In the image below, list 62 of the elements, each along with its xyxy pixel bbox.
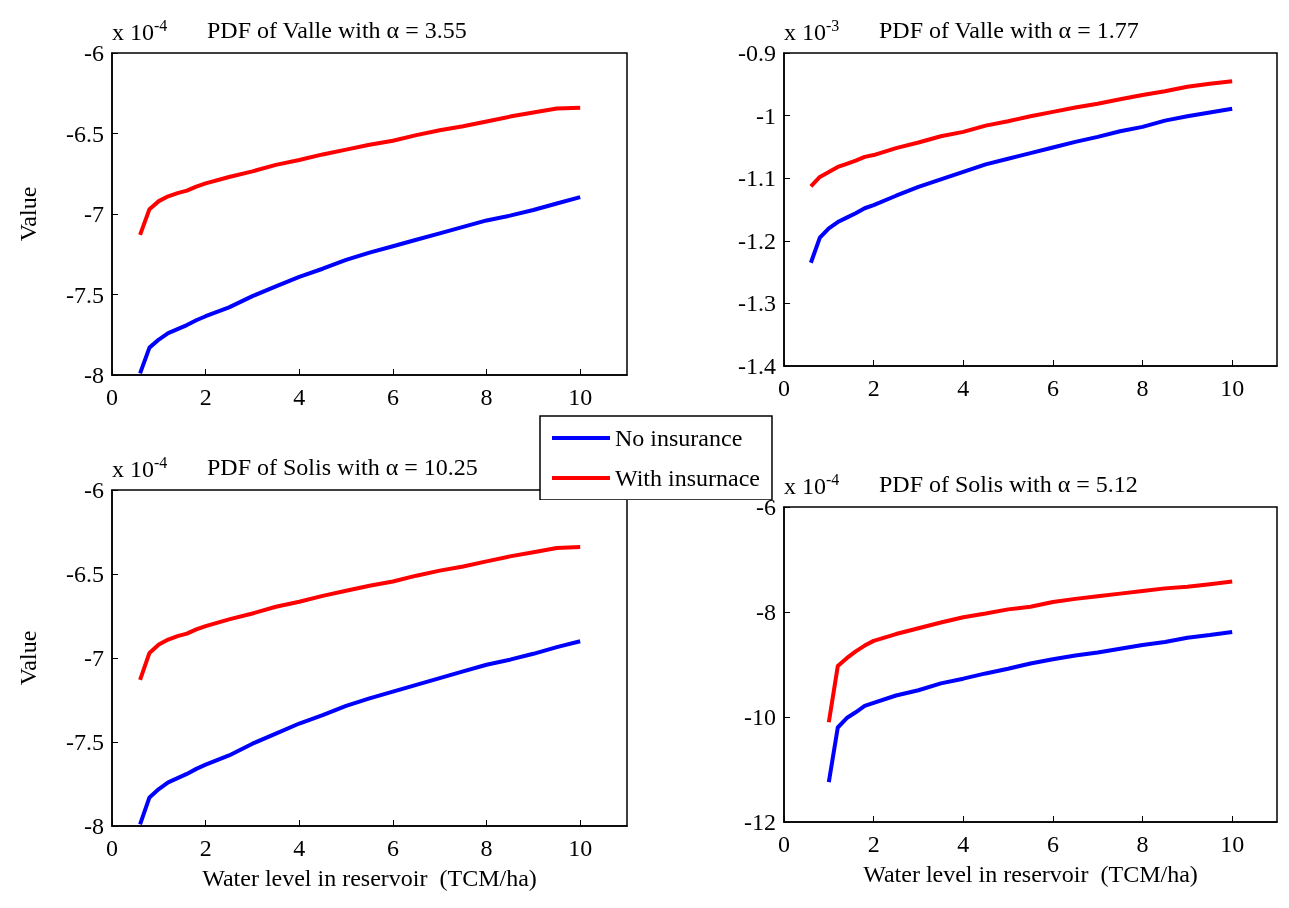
x-tick-label: 0 <box>106 835 118 861</box>
x-tick-label: 2 <box>199 835 212 861</box>
x-tick-label: 8 <box>1136 831 1149 857</box>
x-tick-label: 2 <box>199 384 212 410</box>
x-tick-label: 6 <box>386 835 399 861</box>
line-series <box>808 106 1235 265</box>
line-series <box>138 195 583 376</box>
y-axis-title: Value <box>15 186 41 242</box>
chart-title: PDF of Solis with α = 10.25 <box>207 454 478 480</box>
x-tick-label: 6 <box>1046 831 1059 857</box>
x-tick-label: 0 <box>778 375 790 401</box>
y-tick-label: -6.5 <box>66 120 104 147</box>
y-tick-label: -8 <box>84 813 104 839</box>
chart-title: PDF of Valle with α = 3.55 <box>207 17 467 43</box>
x-tick-label: 0 <box>106 384 118 410</box>
y-tick-label: -6.5 <box>66 561 104 587</box>
x-tick-label: 4 <box>293 835 306 861</box>
y-tick-label: -6 <box>756 494 776 520</box>
y-tick-label: -1 <box>756 102 776 129</box>
y-tick-label: -1.3 <box>738 290 776 317</box>
y-tick-label: -7 <box>84 201 104 227</box>
chart-title: PDF of Valle with α = 1.77 <box>879 17 1139 43</box>
y-tick-label: -10 <box>744 704 776 730</box>
y-tick-label: -7 <box>84 645 104 671</box>
x-tick-label: 6 <box>1046 375 1059 401</box>
y-axis-title: Value <box>15 630 41 686</box>
x-tick-label: 10 <box>1220 375 1245 401</box>
y-tick-label: -12 <box>744 809 776 835</box>
y-tick-label: -6 <box>84 40 104 66</box>
x-axis-title: Water level in reservoir (TCM/ha) <box>863 861 1198 887</box>
line-series <box>826 629 1235 785</box>
x-tick-label: 2 <box>867 375 880 401</box>
line-series <box>826 579 1235 725</box>
line-series <box>138 545 583 682</box>
x-tick-label: 4 <box>293 384 306 410</box>
x-tick-label: 8 <box>480 384 493 410</box>
chart-title: PDF of Solis with α = 5.12 <box>879 471 1138 497</box>
y-tick-label: -1.2 <box>738 227 776 254</box>
x-tick-label: 2 <box>867 831 880 857</box>
line-series <box>138 105 583 237</box>
y-tick-label: -1.4 <box>738 353 776 379</box>
x-tick-label: 10 <box>568 835 593 861</box>
y-tick-label: -7.5 <box>66 729 104 755</box>
line-series <box>138 639 583 827</box>
x-tick-label: 8 <box>1136 375 1149 401</box>
legend-label: No insurance <box>615 425 743 451</box>
x-tick-label: 4 <box>957 375 970 401</box>
x-tick-label: 0 <box>778 831 790 857</box>
y-tick-label: -8 <box>756 599 776 625</box>
x-tick-label: 6 <box>386 384 399 410</box>
x-axis-title: Water level in reservoir (TCM/ha) <box>202 865 537 891</box>
x-tick-label: 10 <box>1220 831 1245 857</box>
y-tick-label: -1.1 <box>738 165 776 192</box>
x-tick-label: 10 <box>568 384 593 410</box>
x-tick-label: 4 <box>957 831 970 857</box>
y-tick-label: -7.5 <box>66 281 104 308</box>
y-tick-label: -8 <box>84 362 104 388</box>
y-tick-label: -6 <box>84 477 104 503</box>
legend-label: With insurnace <box>615 465 760 491</box>
line-series <box>808 79 1235 189</box>
y-tick-label: -0.9 <box>738 40 776 66</box>
x-tick-label: 8 <box>480 835 493 861</box>
